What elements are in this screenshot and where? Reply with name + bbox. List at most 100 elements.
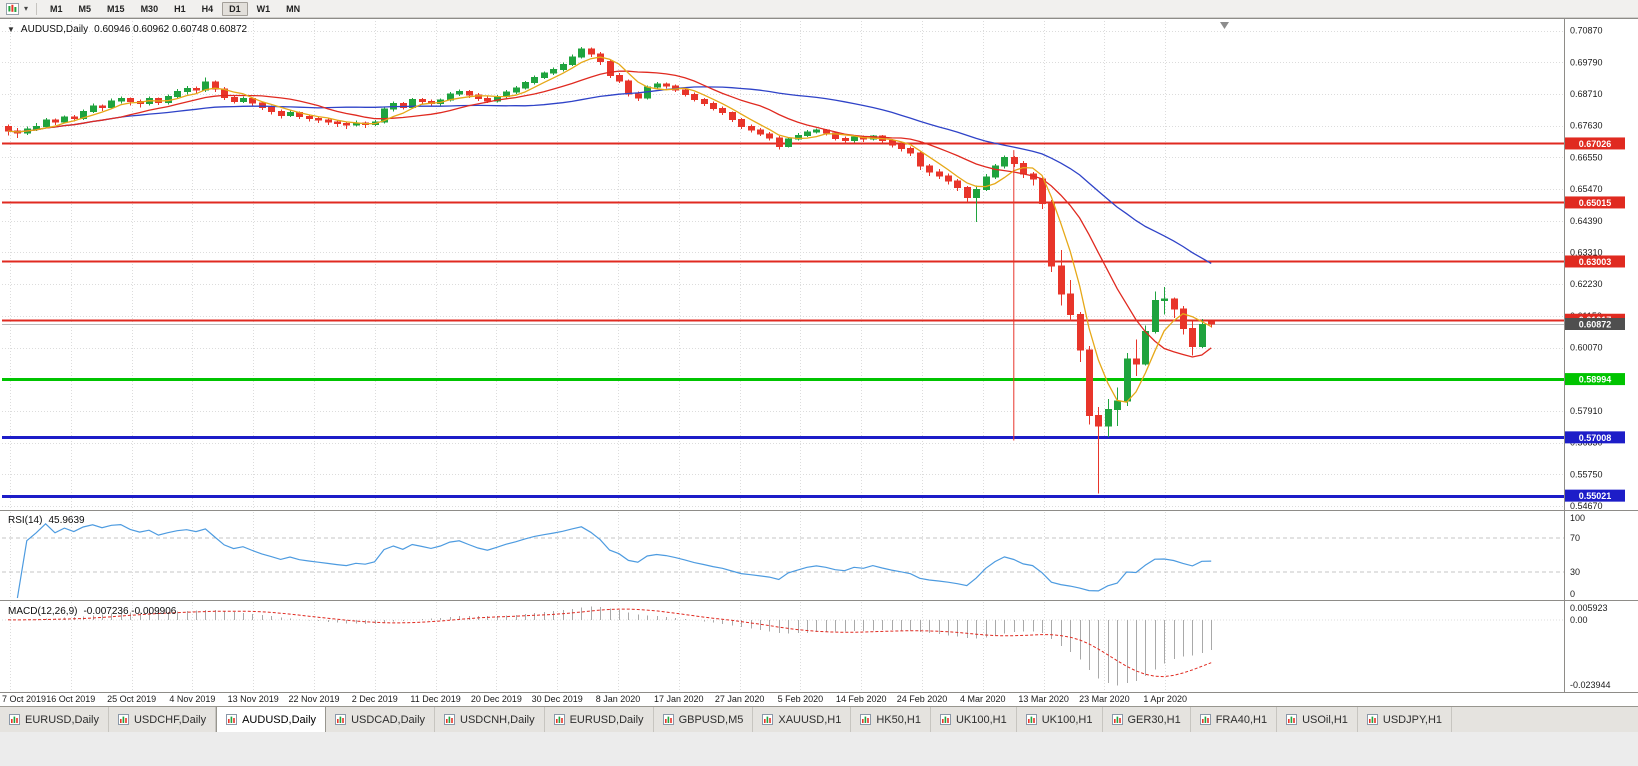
price-tag [1565, 317, 1625, 330]
svg-text:4 Mar 2020: 4 Mar 2020 [960, 694, 1006, 704]
chart-tab-icon [335, 714, 347, 725]
svg-text:17 Jan 2020: 17 Jan 2020 [654, 694, 704, 704]
chart-tab-label: GER30,H1 [1127, 713, 1181, 726]
chart-tab-ger30-h1[interactable]: GER30,H1 [1102, 707, 1191, 732]
chart-tab-icon [226, 714, 238, 725]
timeframe-button-m1[interactable]: M1 [50, 3, 63, 14]
timeframe-button-h1[interactable]: H1 [174, 3, 186, 14]
svg-text:30: 30 [1570, 567, 1580, 577]
chart-tab-usdjpy-h1[interactable]: USDJPY,H1 [1357, 707, 1453, 732]
svg-text:0.65470: 0.65470 [1570, 184, 1603, 194]
chart-tab-icon [1286, 714, 1298, 725]
chart-canvas[interactable]: 0.70870 0.69790 0.68710 0.67630 0.66550 0.654… [0, 18, 1638, 706]
svg-text:0.58994: 0.58994 [1579, 375, 1612, 385]
chart-window[interactable]: 0.70870 0.69790 0.68710 0.67630 0.66550 0.654… [0, 18, 1638, 706]
chart-tab-icon [762, 714, 774, 725]
svg-text:0.00: 0.00 [1570, 615, 1588, 625]
svg-text:0.65015: 0.65015 [1579, 198, 1612, 208]
svg-text:100: 100 [1570, 513, 1585, 523]
chart-type-icon[interactable] [4, 2, 21, 15]
timeframe-button-m15[interactable]: M15 [107, 3, 125, 14]
chart-tab-gbpusd-m5[interactable]: GBPUSD,M5 [653, 707, 754, 732]
chart-tab-icon [1366, 714, 1378, 725]
chart-tab-hk50-h1[interactable]: HK50,H1 [851, 707, 931, 732]
svg-text:13 Mar 2020: 13 Mar 2020 [1018, 694, 1069, 704]
chart-tab-uk100-h1[interactable]: UK100,H1 [930, 707, 1017, 732]
timeframe-button-h4[interactable]: H4 [201, 3, 214, 14]
timeframe-button-w1[interactable]: W1 [256, 3, 271, 14]
chart-tab-label: EURUSD,Daily [569, 713, 644, 726]
chart-tab-usoil-h1[interactable]: USOil,H1 [1277, 707, 1358, 732]
svg-text:0.63310: 0.63310 [1570, 247, 1603, 257]
svg-text:20 Dec 2019: 20 Dec 2019 [471, 694, 522, 704]
chart-tab-icon [553, 714, 565, 725]
svg-text:0.60070: 0.60070 [1570, 343, 1603, 353]
price-tag [1565, 137, 1625, 150]
window-footer [0, 732, 1638, 766]
price-tags-layer: 0.670260.650150.630030.610170.589940.570… [1565, 137, 1625, 502]
chart-tabs-bar: EURUSD,Daily USDCHF,Daily AUDUSD,Daily USDC… [0, 706, 1638, 732]
svg-text:11 Dec 2019: 11 Dec 2019 [410, 694, 460, 704]
svg-text:30 Dec 2019: 30 Dec 2019 [532, 694, 583, 704]
moving-average-34-line [7, 86, 1212, 264]
date-axis[interactable]: 7 Oct 2019 16 Oct 2019 25 Oct 2019 4 Nov 20… [2, 694, 1187, 704]
price-tag [1565, 373, 1625, 386]
chart-tab-icon [662, 714, 674, 725]
chart-tab-xauusd-h1[interactable]: XAUUSD,H1 [753, 707, 852, 732]
chart-tab-icon [860, 714, 872, 725]
chart-tab-label: AUDUSD,Daily [242, 713, 317, 726]
svg-text:0.63003: 0.63003 [1579, 257, 1612, 267]
one-click-trading-arrow[interactable]: ▼ [7, 25, 15, 34]
candlestick-layer [5, 46, 1215, 494]
timeframe-button-m30[interactable]: M30 [140, 3, 159, 14]
moving-average-5-line [7, 56, 1212, 403]
svg-text:0.70870: 0.70870 [1570, 26, 1603, 36]
chart-tab-eurusd-daily[interactable]: EURUSD,Daily [0, 707, 109, 732]
svg-text:0.67026: 0.67026 [1579, 139, 1612, 149]
macd-pane: 0.005923 0.00 -0.023944 [2, 603, 1611, 690]
svg-text:13 Nov 2019: 13 Nov 2019 [228, 694, 279, 704]
timeframe-button-d1[interactable]: D1 [222, 1, 248, 16]
chart-tab-label: USDCHF,Daily [133, 713, 207, 726]
chart-tab-label: HK50,H1 [876, 713, 921, 726]
horizontal-levels-layer [2, 142, 1564, 498]
chart-dropdown-caret-icon[interactable]: ▾ [24, 3, 29, 13]
svg-text:27 Jan 2020: 27 Jan 2020 [715, 694, 765, 704]
svg-text:0.57910: 0.57910 [1570, 406, 1603, 416]
chart-tab-uk100-h1[interactable]: UK100,H1 [1016, 707, 1103, 732]
svg-text:1 Apr 2020: 1 Apr 2020 [1143, 694, 1187, 704]
moving-average-13-line [7, 70, 1212, 358]
svg-text:2 Dec 2019: 2 Dec 2019 [352, 694, 398, 704]
chart-tab-label: USOil,H1 [1302, 713, 1348, 726]
chart-tab-label: EURUSD,Daily [25, 713, 99, 726]
chart-tab-icon [1111, 714, 1123, 725]
chart-tab-fra40-h1[interactable]: FRA40,H1 [1190, 707, 1278, 732]
svg-text:70: 70 [1570, 533, 1580, 543]
toolbar-separator [36, 2, 38, 15]
chart-tab-audusd-daily[interactable]: AUDUSD,Daily [216, 707, 327, 732]
svg-text:4 Nov 2019: 4 Nov 2019 [169, 694, 215, 704]
chart-shift-marker[interactable] [1220, 22, 1229, 29]
svg-text:0.69790: 0.69790 [1570, 57, 1603, 67]
chart-tab-usdcnh-daily[interactable]: USDCNH,Daily [435, 707, 545, 732]
chart-tab-usdcad-daily[interactable]: USDCAD,Daily [326, 707, 436, 732]
chart-tab-icon [117, 714, 129, 725]
svg-text:0.60872: 0.60872 [1579, 319, 1612, 329]
chart-tab-icon [444, 714, 456, 725]
chart-tab-label: USDCNH,Daily [460, 713, 535, 726]
chart-tab-usdchf-daily[interactable]: USDCHF,Daily [108, 707, 217, 732]
svg-text:0.68710: 0.68710 [1570, 89, 1603, 99]
price-tag [1565, 196, 1625, 209]
macd-signal-line [7, 608, 1212, 678]
svg-text:0.67630: 0.67630 [1570, 121, 1603, 131]
chart-tab-icon [1025, 714, 1037, 725]
chart-tab-eurusd-daily[interactable]: EURUSD,Daily [544, 707, 654, 732]
timeframe-button-mn[interactable]: MN [286, 3, 301, 14]
svg-text:24 Feb 2020: 24 Feb 2020 [897, 694, 948, 704]
svg-text:0.55021: 0.55021 [1579, 491, 1612, 501]
chart-tab-label: UK100,H1 [1041, 713, 1093, 726]
timeframe-button-m5[interactable]: M5 [78, 3, 92, 14]
svg-text:0.005923: 0.005923 [1570, 603, 1608, 613]
rsi-line [16, 522, 1212, 599]
svg-text:8 Jan 2020: 8 Jan 2020 [596, 694, 641, 704]
